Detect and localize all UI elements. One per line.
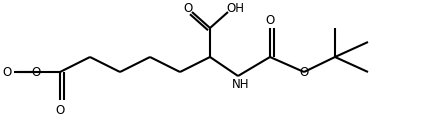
Text: O: O [183, 2, 192, 14]
Text: NH: NH [232, 78, 250, 91]
Text: O: O [3, 66, 12, 79]
Text: O: O [299, 66, 309, 79]
Text: OH: OH [226, 2, 244, 14]
Text: O: O [31, 66, 41, 79]
Text: O: O [56, 104, 64, 116]
Text: O: O [265, 14, 275, 26]
